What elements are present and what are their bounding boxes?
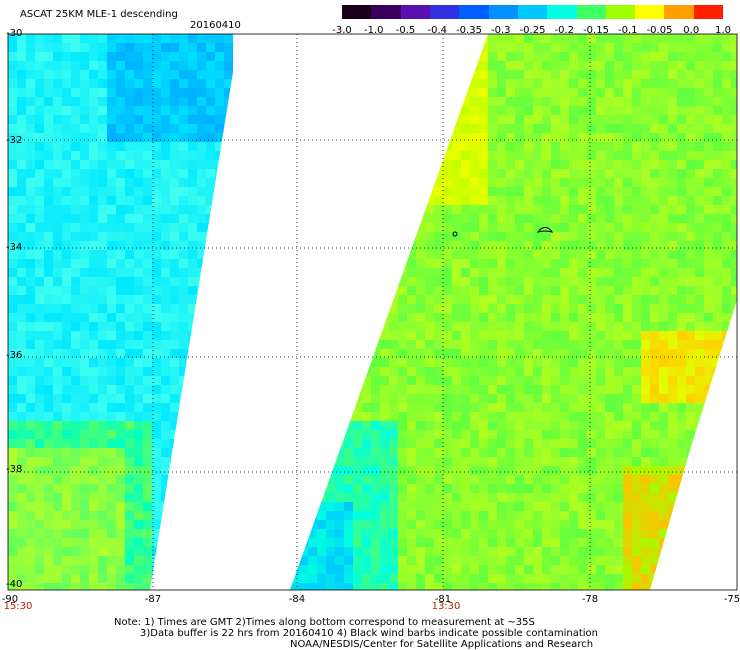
- right-swath: [290, 34, 737, 590]
- lon-label: -81: [434, 594, 452, 605]
- color-scale-tick-label: -0.35: [456, 25, 482, 36]
- footnote-line-3: NOAA/NESDIS/Center for Satellite Applica…: [290, 639, 594, 650]
- color-scale-tick-label: -0.15: [583, 25, 609, 36]
- time-label: 15:30: [3, 601, 33, 612]
- lat-label: -38: [6, 464, 23, 475]
- color-scale-swatch: [576, 5, 606, 19]
- color-scale-tick-label: -0.05: [646, 25, 673, 36]
- color-scale-tick-label: -0.4: [427, 25, 448, 36]
- color-scale-swatch: [342, 5, 372, 19]
- color-scale-swatch: [605, 5, 636, 19]
- lat-label: -30: [6, 28, 23, 39]
- lon-label: -84: [288, 594, 306, 605]
- lon-label: -78: [581, 594, 599, 605]
- map-frame: [7, 33, 738, 591]
- color-scale-tick-label: -0.3: [490, 25, 511, 36]
- color-scale-tick-label: 1.0: [715, 25, 731, 36]
- island-icon: [536, 227, 553, 233]
- lat-label: -34: [6, 242, 23, 253]
- color-scale-swatch: [547, 5, 577, 19]
- color-scale-tick-label: -0.25: [519, 25, 546, 36]
- color-scale-swatch: [459, 5, 489, 19]
- lat-label: -32: [6, 135, 23, 146]
- color-scale-tick-label: -0.2: [554, 25, 575, 36]
- lon-label: -90: [1, 594, 19, 605]
- color-scale-swatch: [635, 5, 665, 19]
- lat-label: -40: [6, 579, 23, 590]
- lat-label: -36: [6, 350, 23, 361]
- lon-label: -75: [723, 594, 740, 605]
- color-scale-swatch: [517, 5, 548, 19]
- footnote-line-2: 3)Data buffer is 22 hrs from 20160410 4)…: [140, 628, 598, 639]
- color-scale-swatch: [429, 5, 460, 19]
- color-scale-swatch: [664, 5, 694, 19]
- color-scale-tick-label: 0.0: [683, 25, 700, 36]
- map-date: 20160410: [190, 20, 241, 31]
- color-scale-swatch: [371, 5, 401, 19]
- color-scale-swatch: [488, 5, 518, 19]
- color-scale-swatch: [693, 5, 724, 19]
- color-scale-tick-label: -3.0: [332, 25, 352, 36]
- color-scale-tick-label: -0.5: [395, 25, 416, 36]
- island-icon: [452, 231, 458, 237]
- footnote-line-1: Note: 1) Times are GMT 2)Times along bot…: [114, 617, 535, 628]
- color-scale-tick-label: -0.1: [617, 25, 638, 36]
- lon-label: -87: [144, 594, 162, 605]
- time-label: 13:30: [431, 601, 461, 612]
- left-swath: [8, 34, 233, 590]
- map-title: ASCAT 25KM MLE-1 descending: [20, 9, 178, 20]
- color-scale-tick-label: -1.0: [363, 25, 384, 36]
- lat-lon-grid: [8, 34, 737, 590]
- color-scale-bar: [342, 5, 724, 19]
- color-scale-swatch: [400, 5, 430, 19]
